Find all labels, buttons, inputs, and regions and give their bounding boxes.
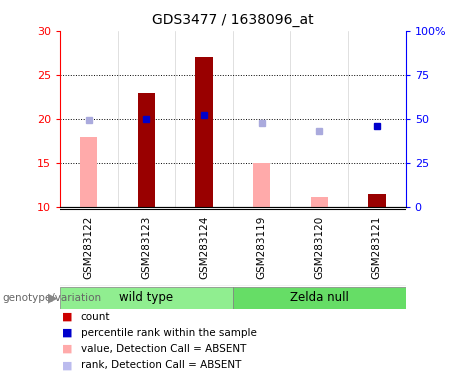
Bar bbox=[253, 163, 270, 207]
Text: GSM283122: GSM283122 bbox=[84, 216, 94, 280]
Text: rank, Detection Call = ABSENT: rank, Detection Call = ABSENT bbox=[81, 360, 241, 370]
Text: count: count bbox=[81, 312, 110, 322]
Bar bbox=[60, 287, 233, 309]
Text: GSM283120: GSM283120 bbox=[314, 216, 324, 279]
Text: ■: ■ bbox=[62, 360, 73, 370]
Text: GSM283123: GSM283123 bbox=[142, 216, 151, 280]
Text: ■: ■ bbox=[62, 344, 73, 354]
Text: ▶: ▶ bbox=[48, 291, 58, 305]
Text: genotype/variation: genotype/variation bbox=[2, 293, 101, 303]
Text: value, Detection Call = ABSENT: value, Detection Call = ABSENT bbox=[81, 344, 246, 354]
Bar bbox=[368, 194, 385, 207]
Title: GDS3477 / 1638096_at: GDS3477 / 1638096_at bbox=[152, 13, 313, 27]
Text: Zelda null: Zelda null bbox=[290, 291, 349, 305]
Text: ■: ■ bbox=[62, 312, 73, 322]
Bar bbox=[311, 197, 328, 207]
Bar bbox=[138, 93, 155, 207]
Text: ■: ■ bbox=[62, 328, 73, 338]
Text: wild type: wild type bbox=[119, 291, 173, 305]
Text: GSM283124: GSM283124 bbox=[199, 216, 209, 280]
Text: GSM283119: GSM283119 bbox=[257, 216, 266, 280]
Bar bbox=[195, 57, 213, 207]
Text: GSM283121: GSM283121 bbox=[372, 216, 382, 280]
Text: percentile rank within the sample: percentile rank within the sample bbox=[81, 328, 257, 338]
Bar bbox=[80, 137, 97, 207]
Bar bbox=[233, 287, 406, 309]
